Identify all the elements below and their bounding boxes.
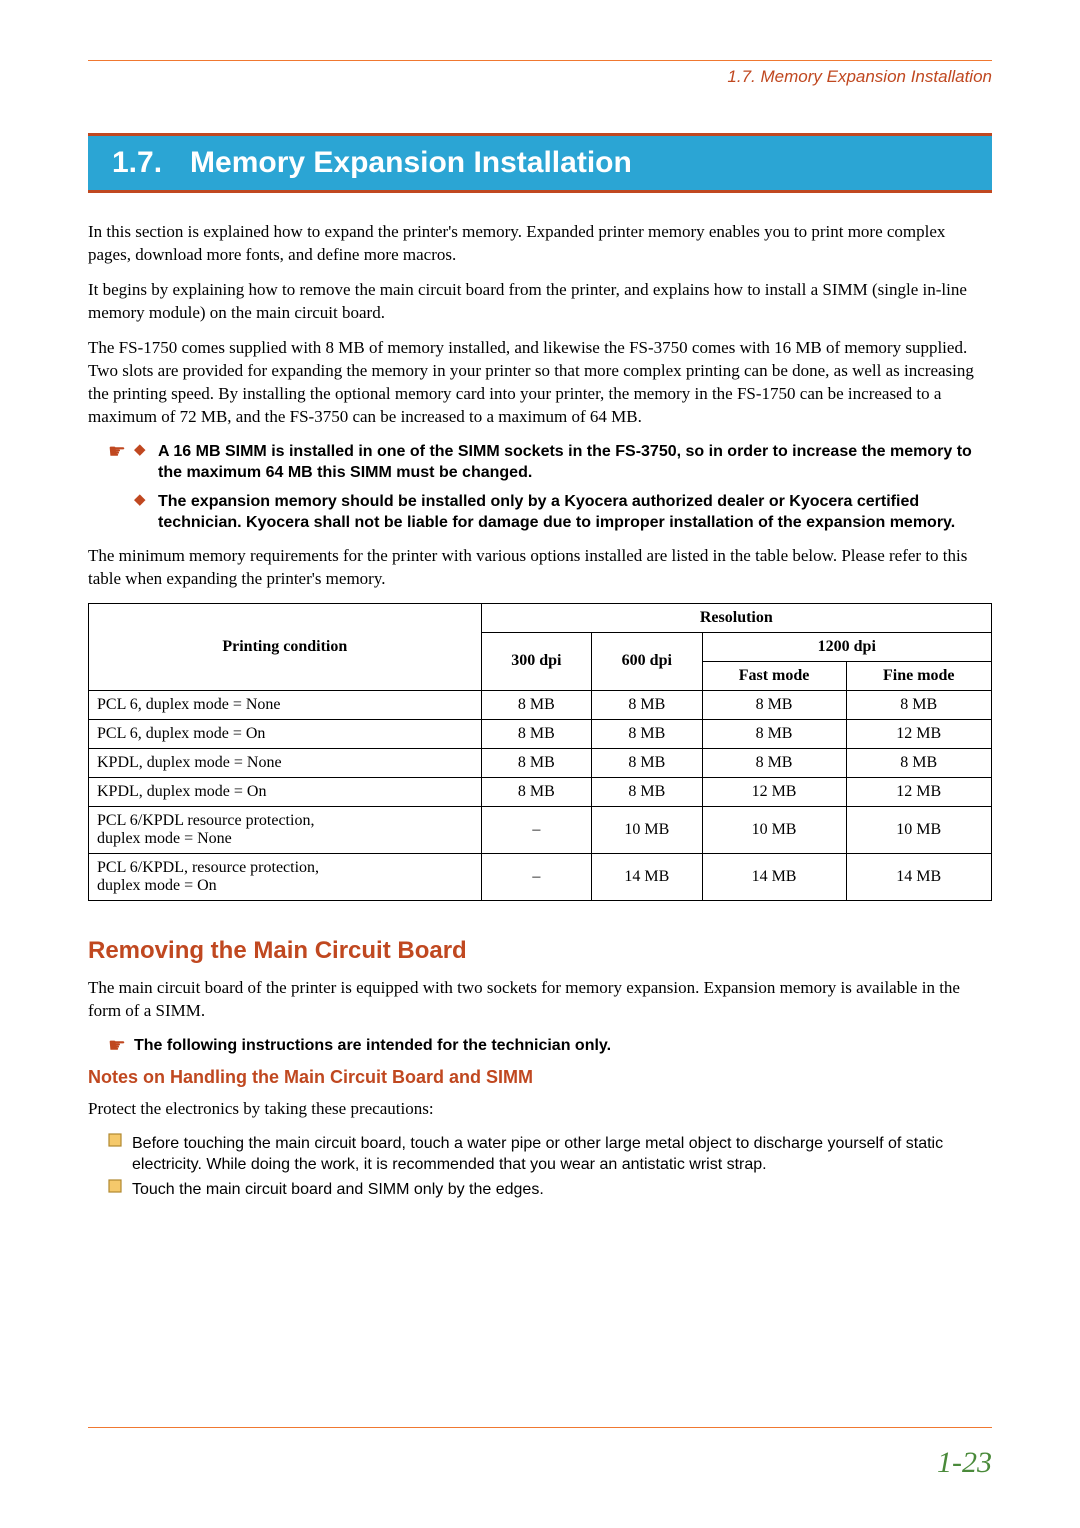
th-condition: Printing condition (89, 603, 482, 690)
th-fine: Fine mode (846, 661, 991, 690)
cell-value: 8 MB (481, 690, 591, 719)
cell-value: 10 MB (702, 806, 846, 853)
paragraph-6: Protect the electronics by taking these … (88, 1098, 992, 1121)
header-rule (88, 60, 992, 61)
section-heading: 1.7. Memory Expansion Installation (112, 146, 968, 180)
note-row-2: ◆ The expansion memory should be install… (88, 491, 992, 533)
cell-value: 8 MB (702, 748, 846, 777)
cell-value: 12 MB (702, 777, 846, 806)
note-text-1: A 16 MB SIMM is installed in one of the … (158, 441, 992, 483)
th-1200: 1200 dpi (702, 632, 991, 661)
cell-value: – (481, 853, 591, 900)
paragraph-5: The main circuit board of the printer is… (88, 977, 992, 1023)
th-resolution: Resolution (481, 603, 991, 632)
cell-value: 8 MB (846, 690, 991, 719)
check-text: Before touching the main circuit board, … (132, 1133, 992, 1175)
cell-value: 10 MB (592, 806, 702, 853)
cell-value: 14 MB (702, 853, 846, 900)
note-row-tech: ☛ The following instructions are intende… (88, 1035, 992, 1057)
cell-value: – (481, 806, 591, 853)
footer-rule (88, 1427, 992, 1428)
cell-value: 8 MB (481, 777, 591, 806)
cell-value: 12 MB (846, 719, 991, 748)
th-300: 300 dpi (481, 632, 591, 690)
note-row-1: ☛ ◆ A 16 MB SIMM is installed in one of … (88, 441, 992, 483)
cell-value: 8 MB (592, 719, 702, 748)
paragraph-2: It begins by explaining how to remove th… (88, 279, 992, 325)
th-fast: Fast mode (702, 661, 846, 690)
memory-table: Printing condition Resolution 300 dpi 60… (88, 603, 992, 901)
cell-value: 14 MB (592, 853, 702, 900)
cell-condition: PCL 6/KPDL, resource protection,duplex m… (89, 853, 482, 900)
cell-condition: PCL 6, duplex mode = None (89, 690, 482, 719)
hand-icon: ☛ (108, 1035, 134, 1057)
table-row: PCL 6/KPDL resource protection,duplex mo… (89, 806, 992, 853)
th-600: 600 dpi (592, 632, 702, 690)
cell-value: 10 MB (846, 806, 991, 853)
cell-condition: KPDL, duplex mode = On (89, 777, 482, 806)
cell-value: 8 MB (592, 748, 702, 777)
table-row: KPDL, duplex mode = None8 MB8 MB8 MB8 MB (89, 748, 992, 777)
note-block: ☛ ◆ A 16 MB SIMM is installed in one of … (88, 441, 992, 533)
paragraph-4: The minimum memory requirements for the … (88, 545, 992, 591)
diamond-icon: ◆ (134, 491, 158, 511)
check-text: Touch the main circuit board and SIMM on… (132, 1179, 544, 1200)
paragraph-1: In this section is explained how to expa… (88, 221, 992, 267)
diamond-icon: ◆ (134, 441, 158, 461)
cell-value: 8 MB (481, 719, 591, 748)
note-tech-text: The following instructions are intended … (134, 1035, 611, 1056)
cell-value: 8 MB (592, 777, 702, 806)
table-row: PCL 6/KPDL, resource protection,duplex m… (89, 853, 992, 900)
note-text-2: The expansion memory should be installed… (158, 491, 992, 533)
cell-value: 8 MB (592, 690, 702, 719)
table-row: KPDL, duplex mode = On8 MB8 MB12 MB12 MB (89, 777, 992, 806)
cell-value: 8 MB (481, 748, 591, 777)
page-number: 1-23 (937, 1446, 992, 1480)
cell-value: 8 MB (846, 748, 991, 777)
cell-value: 12 MB (846, 777, 991, 806)
cell-condition: KPDL, duplex mode = None (89, 748, 482, 777)
section-title: Memory Expansion Installation (190, 146, 632, 179)
table-row: PCL 6, duplex mode = None8 MB8 MB8 MB8 M… (89, 690, 992, 719)
check-row: Touch the main circuit board and SIMM on… (88, 1179, 992, 1200)
section-heading-bar: 1.7. Memory Expansion Installation (88, 133, 992, 193)
subheading-removing: Removing the Main Circuit Board (88, 937, 992, 965)
cell-value: 8 MB (702, 690, 846, 719)
hand-icon: ☛ (108, 441, 134, 463)
cell-value: 14 MB (846, 853, 991, 900)
checkbox-icon (108, 1179, 132, 1193)
cell-value: 8 MB (702, 719, 846, 748)
check-list: Before touching the main circuit board, … (88, 1133, 992, 1200)
checkbox-icon (108, 1133, 132, 1147)
table-row: PCL 6, duplex mode = On8 MB8 MB8 MB12 MB (89, 719, 992, 748)
header-breadcrumb: 1.7. Memory Expansion Installation (88, 67, 992, 87)
cell-condition: PCL 6, duplex mode = On (89, 719, 482, 748)
subsubheading-notes: Notes on Handling the Main Circuit Board… (88, 1067, 992, 1088)
cell-condition: PCL 6/KPDL resource protection,duplex mo… (89, 806, 482, 853)
check-row: Before touching the main circuit board, … (88, 1133, 992, 1175)
section-number: 1.7. (112, 146, 162, 179)
paragraph-3: The FS-1750 comes supplied with 8 MB of … (88, 337, 992, 429)
